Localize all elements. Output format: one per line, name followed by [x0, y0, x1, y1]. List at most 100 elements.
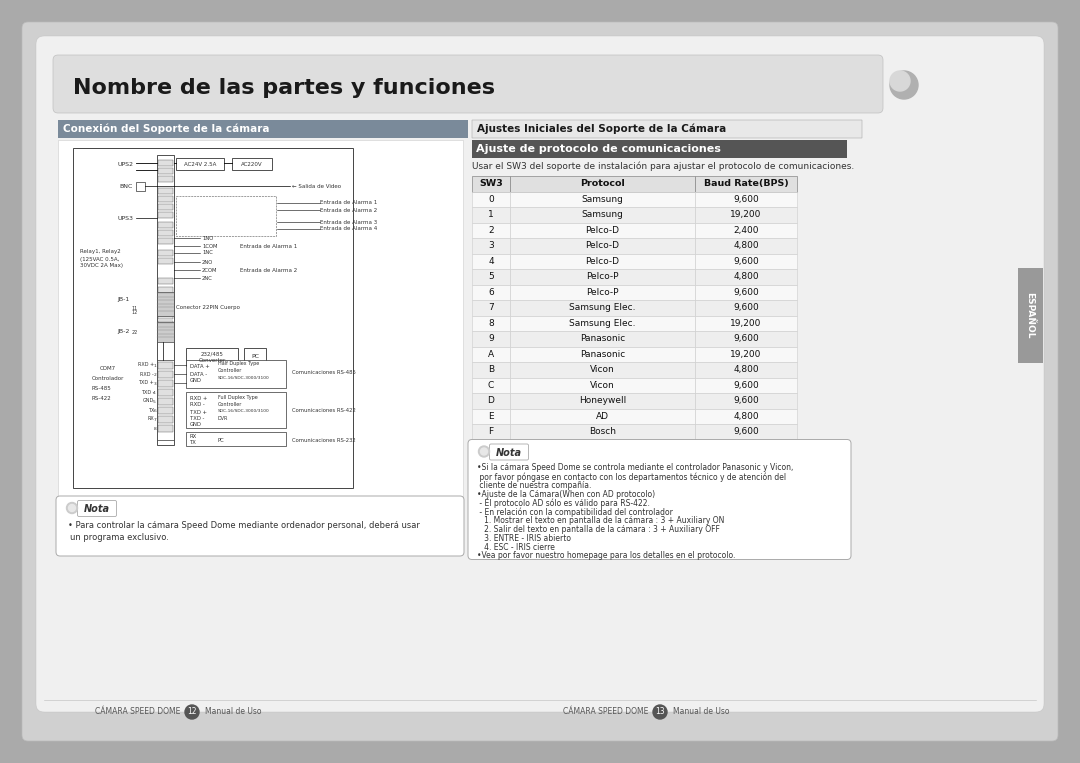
Bar: [472, 223, 510, 238]
Text: cliente de nuestra compañía.: cliente de nuestra compañía.: [477, 481, 592, 490]
Bar: [186, 348, 238, 366]
Text: Comunicaciones RS-485: Comunicaciones RS-485: [292, 369, 356, 375]
Text: - El protocolo AD sólo es válido para RS-422.: - El protocolo AD sólo es válido para RS…: [477, 499, 650, 508]
Text: Pelco-P: Pelco-P: [586, 288, 619, 297]
Text: 4,800: 4,800: [733, 241, 759, 250]
FancyBboxPatch shape: [36, 36, 1044, 712]
Text: 9,600: 9,600: [733, 334, 759, 343]
Text: Manual de Uso: Manual de Uso: [673, 707, 729, 716]
Text: TXD -: TXD -: [140, 389, 154, 394]
Bar: [510, 362, 696, 378]
Text: BNC: BNC: [120, 183, 133, 188]
Text: CÁMARA SPEED DOME: CÁMARA SPEED DOME: [95, 707, 180, 716]
Text: • Para controlar la cámara Speed Dome mediante ordenador personal, deberá usar: • Para controlar la cámara Speed Dome me…: [68, 521, 420, 530]
Text: C: C: [488, 381, 495, 390]
Text: RS-485: RS-485: [92, 385, 111, 391]
Text: Protocol: Protocol: [580, 179, 625, 188]
Text: Comunicaciones RS-422: Comunicaciones RS-422: [292, 407, 356, 413]
Bar: [472, 207, 510, 223]
Bar: [158, 168, 173, 174]
Text: Converter: Converter: [199, 358, 226, 362]
Text: 2NO: 2NO: [202, 259, 213, 265]
Text: 12: 12: [132, 311, 138, 315]
Text: Conector 22PIN Cuerpo: Conector 22PIN Cuerpo: [176, 304, 240, 310]
Text: 1NO: 1NO: [202, 236, 213, 240]
Text: Honeywell: Honeywell: [579, 396, 626, 405]
Bar: [244, 348, 266, 366]
Text: por favor póngase en contacto con los departamentos técnico y de atención del: por favor póngase en contacto con los de…: [477, 472, 786, 481]
Bar: [158, 287, 173, 293]
Text: Half Duplex Type: Half Duplex Type: [218, 362, 259, 366]
Bar: [157, 360, 174, 440]
Bar: [510, 207, 696, 223]
Text: 2: 2: [488, 226, 494, 235]
Text: 6: 6: [153, 409, 156, 413]
Bar: [510, 346, 696, 362]
FancyBboxPatch shape: [56, 496, 464, 556]
Text: Nota: Nota: [84, 504, 110, 514]
Text: 9,600: 9,600: [733, 257, 759, 266]
Text: 8: 8: [153, 427, 156, 431]
Text: F: F: [488, 427, 494, 436]
Bar: [158, 296, 173, 302]
Bar: [158, 196, 173, 202]
Bar: [472, 253, 510, 269]
Text: UPS2: UPS2: [118, 162, 134, 166]
Text: TX: TX: [190, 439, 197, 445]
Bar: [472, 393, 510, 408]
Bar: [472, 176, 510, 192]
Bar: [696, 207, 797, 223]
Text: 9,600: 9,600: [733, 427, 759, 436]
Text: 4: 4: [153, 391, 156, 395]
Text: Nombre de las partes y funciones: Nombre de las partes y funciones: [73, 78, 495, 98]
Text: Full Duplex Type: Full Duplex Type: [218, 394, 258, 400]
Text: 3: 3: [488, 241, 494, 250]
FancyBboxPatch shape: [468, 439, 851, 559]
Text: 1: 1: [153, 364, 156, 368]
Bar: [158, 212, 173, 218]
Bar: [176, 158, 224, 170]
Text: Entrada de Alarma 2: Entrada de Alarma 2: [320, 208, 377, 213]
Text: Entrada de Alarma 4: Entrada de Alarma 4: [320, 227, 377, 231]
Text: SW3: SW3: [480, 179, 503, 188]
Text: Usar el SW3 del soporte de instalación para ajustar el protocolo de comunicacion: Usar el SW3 del soporte de instalación p…: [472, 161, 854, 171]
Text: PC: PC: [251, 355, 259, 359]
Text: Pelco-D: Pelco-D: [585, 226, 620, 235]
Bar: [157, 292, 174, 316]
Bar: [158, 160, 173, 166]
Bar: [696, 223, 797, 238]
Bar: [186, 360, 286, 388]
Text: 19,200: 19,200: [730, 319, 761, 328]
Bar: [696, 408, 797, 424]
Text: Samsung Elec.: Samsung Elec.: [569, 303, 636, 312]
Text: 4: 4: [488, 257, 494, 266]
Bar: [158, 222, 173, 228]
Bar: [232, 158, 272, 170]
Text: 19,200: 19,200: [730, 211, 761, 219]
Text: 232/485: 232/485: [201, 352, 224, 356]
Circle shape: [478, 446, 489, 457]
Text: 3: 3: [153, 382, 156, 386]
Bar: [696, 362, 797, 378]
Bar: [696, 285, 797, 300]
Text: 1NC: 1NC: [202, 250, 213, 256]
Text: 9,600: 9,600: [733, 396, 759, 405]
Text: TXD +: TXD +: [138, 381, 154, 385]
Bar: [158, 230, 173, 236]
Bar: [696, 346, 797, 362]
Text: Pelco-D: Pelco-D: [585, 257, 620, 266]
Circle shape: [67, 503, 78, 513]
Bar: [158, 321, 173, 327]
Bar: [696, 378, 797, 393]
Bar: [472, 238, 510, 253]
Text: Samsung: Samsung: [581, 195, 623, 204]
Bar: [696, 424, 797, 439]
Text: 7: 7: [488, 303, 494, 312]
Text: 2,400: 2,400: [733, 226, 759, 235]
Text: 4. ESC - IRIS cierre: 4. ESC - IRIS cierre: [477, 542, 555, 552]
Text: Vicon: Vicon: [590, 381, 615, 390]
Bar: [186, 392, 286, 428]
Bar: [472, 424, 510, 439]
Text: RS-422: RS-422: [92, 395, 111, 401]
Bar: [510, 331, 696, 346]
